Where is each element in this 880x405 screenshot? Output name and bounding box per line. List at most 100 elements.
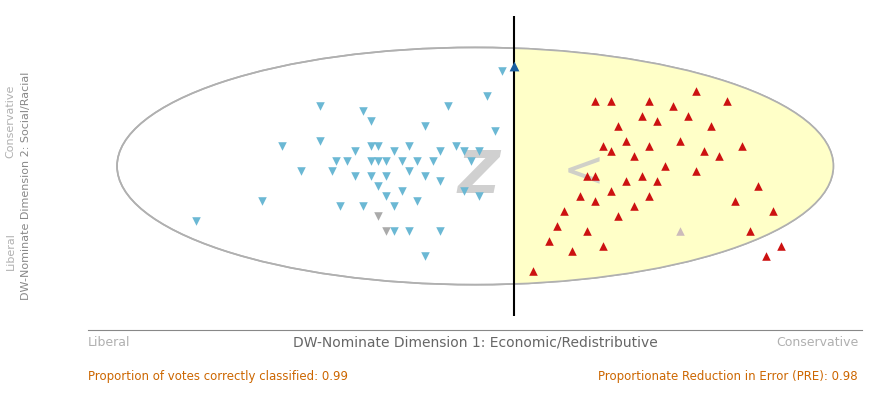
Point [325, 168, 339, 174]
Point [743, 228, 757, 234]
Point [650, 178, 664, 184]
Point [363, 173, 378, 179]
Point [604, 188, 618, 194]
Point [387, 228, 401, 234]
Point [581, 228, 595, 234]
Point [673, 138, 687, 144]
Point [557, 208, 571, 214]
Point [356, 203, 370, 209]
Point [457, 188, 471, 194]
Point [356, 108, 370, 114]
Point [507, 63, 521, 69]
Point [465, 158, 479, 164]
Point [313, 103, 327, 109]
Point [402, 228, 416, 234]
Point [394, 188, 408, 194]
Point [329, 158, 343, 164]
Point [189, 218, 203, 224]
Point [620, 138, 634, 144]
Point [604, 98, 618, 104]
Point [457, 148, 471, 154]
Point [480, 93, 494, 99]
Point [426, 158, 440, 164]
Point [348, 148, 363, 154]
Point [542, 238, 556, 244]
Point [363, 118, 378, 124]
Point [689, 88, 703, 94]
Text: Proportionate Reduction in Error (PRE): 0.98: Proportionate Reduction in Error (PRE): … [598, 370, 858, 383]
Point [433, 148, 447, 154]
Point [387, 148, 401, 154]
Point [371, 158, 385, 164]
Point [371, 213, 385, 219]
Point [472, 193, 486, 199]
Point [348, 173, 363, 179]
Point [720, 98, 734, 104]
Point [433, 178, 447, 184]
Point [402, 168, 416, 174]
Point [634, 113, 649, 119]
Point [294, 168, 308, 174]
Point [573, 193, 587, 199]
Point [371, 183, 385, 189]
Point [634, 173, 649, 179]
Point [433, 228, 447, 234]
Point [488, 128, 502, 134]
Ellipse shape [117, 47, 833, 285]
Point [689, 168, 703, 174]
Point [627, 203, 641, 209]
Point [418, 253, 432, 259]
Text: Conservative: Conservative [5, 85, 16, 158]
Text: Proportion of votes correctly classified: 0.99: Proportion of votes correctly classified… [88, 370, 348, 383]
Text: <: < [562, 147, 605, 195]
Point [387, 203, 401, 209]
Point [712, 153, 726, 159]
Point [379, 158, 393, 164]
Point [650, 118, 664, 124]
Point [759, 253, 773, 259]
Point [612, 123, 626, 129]
Point [363, 143, 378, 149]
Point [588, 98, 602, 104]
Point [627, 153, 641, 159]
Point [565, 248, 579, 254]
Point [526, 268, 540, 274]
Point [441, 103, 455, 109]
Point [495, 68, 510, 75]
Point [642, 143, 656, 149]
Point [604, 148, 618, 154]
Point [736, 143, 750, 149]
Point [673, 228, 687, 234]
Point [728, 198, 742, 204]
Point [394, 158, 408, 164]
Text: Liberal: Liberal [5, 232, 16, 270]
Point [410, 198, 424, 204]
Point [704, 123, 718, 129]
Point [379, 228, 393, 234]
Point [596, 143, 610, 149]
Text: DW-Nominate Dimension 1: Economic/Redistributive: DW-Nominate Dimension 1: Economic/Redist… [293, 335, 657, 349]
Point [333, 203, 347, 209]
Point [697, 148, 711, 154]
Point [418, 173, 432, 179]
Point [596, 243, 610, 249]
Point [341, 158, 355, 164]
Point [588, 173, 602, 179]
Point [549, 223, 563, 229]
Point [665, 103, 679, 109]
Point [255, 198, 269, 204]
Text: Conservative: Conservative [776, 336, 858, 349]
Point [642, 98, 656, 104]
Point [472, 148, 486, 154]
Text: DW-Nominate Dimension 2: Social/Racial: DW-Nominate Dimension 2: Social/Racial [21, 72, 32, 301]
Point [642, 193, 656, 199]
Point [418, 123, 432, 129]
Point [379, 173, 393, 179]
Point [313, 138, 327, 144]
Point [612, 213, 626, 219]
Point [681, 113, 695, 119]
Point [588, 198, 602, 204]
Point [410, 158, 424, 164]
Point [379, 193, 393, 199]
Text: Liberal: Liberal [88, 336, 130, 349]
